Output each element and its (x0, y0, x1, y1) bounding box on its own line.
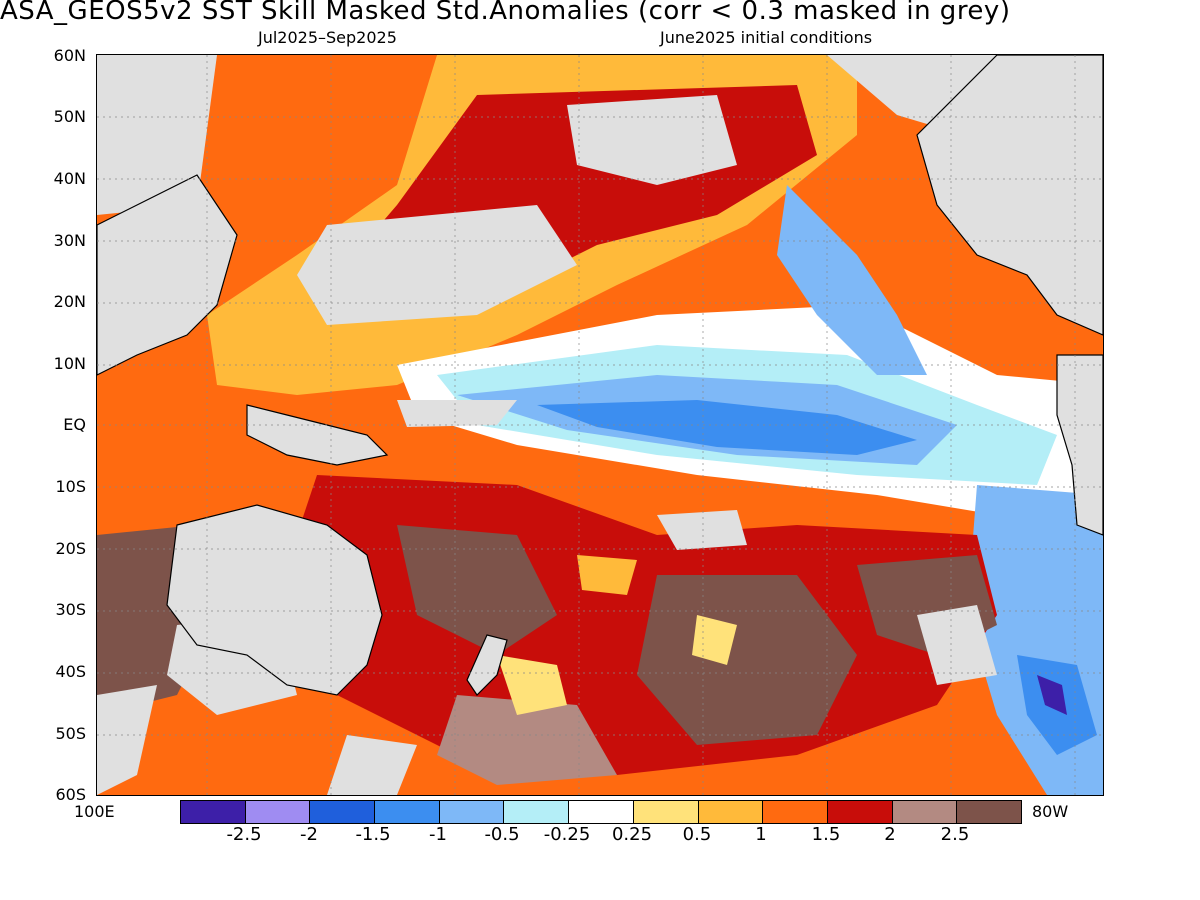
colorbar-box (957, 801, 1021, 823)
lat-label-40s: 40S (55, 662, 86, 681)
mask-equatorial-west (397, 400, 517, 427)
mask-southwest-corner (97, 685, 157, 795)
mask-north-pacific (567, 95, 737, 185)
lat-label-10s: 10S (55, 477, 86, 496)
mask-southeast (917, 605, 997, 685)
maritime-continent-land (246, 404, 389, 466)
lat-label-60n: 60N (53, 46, 86, 65)
lat-label-10n: 10N (53, 354, 86, 373)
colorbar-tick: 2 (884, 824, 896, 845)
colorbar-tick: -2 (300, 824, 318, 845)
colorbar-tick: -1 (429, 824, 447, 845)
lon-label-east: 80W (1032, 802, 1069, 821)
lat-label-40n: 40N (53, 169, 86, 188)
colorbar-tick: -0.5 (484, 824, 520, 845)
colorbar-tick: -0.25 (543, 824, 591, 845)
highlight-1 (497, 655, 567, 715)
forecast-period: Jul2025–Sep2025 (258, 28, 397, 47)
colorbar-tick: 2.5 (940, 824, 970, 845)
south-warm-patch-2 (637, 575, 857, 745)
north-america-land (916, 55, 1103, 336)
colorbar-tick: 1.5 (811, 824, 841, 845)
mask-south-central (657, 510, 747, 550)
colorbar-box (698, 801, 764, 823)
lat-label-50s: 50S (55, 724, 86, 743)
tasman-warm-patch (437, 695, 617, 785)
colorbar-box (245, 801, 311, 823)
lat-label-50n: 50N (53, 107, 86, 126)
colorbar-box (763, 801, 828, 823)
lat-label-30n: 30N (53, 231, 86, 250)
colorbar-tick: 0.25 (611, 824, 653, 845)
new-zealand-land (466, 634, 508, 696)
lat-label-20s: 20S (55, 539, 86, 558)
colorbar-box (375, 801, 440, 823)
lon-label-west: 100E (74, 802, 115, 821)
colorbar-box (310, 801, 376, 823)
lat-label-60s: 60S (55, 785, 86, 804)
initial-conditions: June2025 initial conditions (660, 28, 873, 47)
colorbar-tick: -1.5 (355, 824, 391, 845)
colorbar-box (504, 801, 570, 823)
equatorial-cool-strong (537, 400, 917, 455)
highlight-3 (577, 555, 637, 595)
map-title: ASA_GEOS5v2 SST Skill Masked Std.Anomali… (0, 0, 1011, 26)
lat-label-30s: 30S (55, 600, 86, 619)
colorbar-tick: 0.5 (682, 824, 712, 845)
colorbar (180, 800, 1022, 824)
colorbar-box (181, 801, 246, 823)
south-warm-patch-1 (397, 525, 557, 655)
colorbar-box (827, 801, 893, 823)
california-current-cool (777, 185, 927, 375)
lat-label-eq: EQ (63, 415, 86, 434)
colorbar-box (439, 801, 505, 823)
australia-land (166, 504, 383, 696)
colorbar-box (892, 801, 958, 823)
highlight-2 (692, 615, 737, 665)
mask-asia-land (97, 55, 217, 215)
colorbar-box (633, 801, 699, 823)
chile-strong-cool (1037, 675, 1067, 715)
colorbar-tick: 1 (755, 824, 767, 845)
mask-kuroshio (297, 205, 577, 325)
map-canvas (97, 55, 1103, 795)
mask-south-near-australia (327, 735, 417, 795)
asia-land (97, 174, 238, 376)
colorbar-box (569, 801, 634, 823)
sst-anomaly-map (96, 54, 1104, 796)
south-america-land (1056, 354, 1103, 536)
lat-label-20n: 20N (53, 292, 86, 311)
colorbar-tick: -2.5 (226, 824, 262, 845)
